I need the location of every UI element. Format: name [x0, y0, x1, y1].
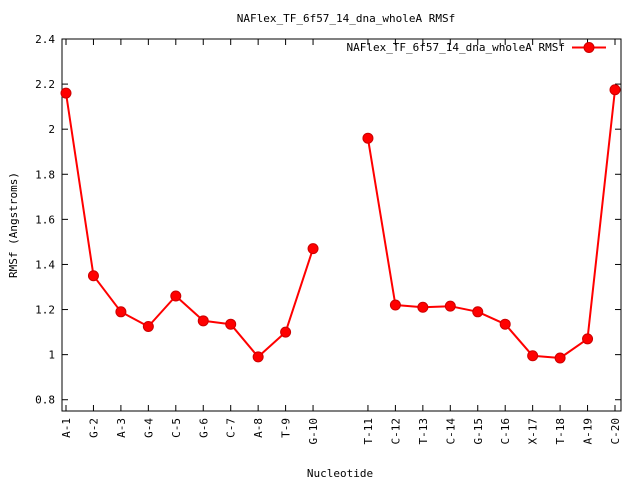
y-tick-label: 1.6 [35, 213, 55, 226]
y-tick-label: 1.8 [35, 168, 55, 181]
data-point [197, 315, 209, 327]
data-point [307, 243, 319, 255]
y-tick-label: 2 [48, 123, 55, 136]
data-point [609, 84, 621, 96]
x-tick-label: T-9 [280, 418, 293, 438]
x-tick-label: T-18 [554, 418, 567, 445]
data-point [499, 318, 511, 330]
x-tick-label: A-3 [115, 418, 128, 438]
series-line [65, 89, 616, 359]
data-point [554, 352, 566, 364]
x-tick-label: C-5 [170, 418, 183, 438]
series-layer [60, 84, 621, 364]
data-point [444, 300, 456, 312]
x-tick-label: T-11 [362, 418, 375, 445]
data-point [389, 299, 401, 311]
x-tick-label: A-8 [252, 418, 265, 438]
x-tick-label: X-17 [527, 418, 540, 445]
data-point [417, 301, 429, 313]
x-tick-label: C-20 [609, 418, 622, 445]
x-tick-label: G-4 [142, 418, 155, 438]
data-point [142, 320, 154, 332]
y-tick-label: 2.2 [35, 78, 55, 91]
legend-entry-label: NAFlex_TF_6f57_14_dna_wholeA RMSf [346, 41, 565, 54]
data-point [582, 333, 594, 345]
x-tick-label: A-19 [582, 418, 595, 445]
data-point [170, 290, 182, 302]
x-tick-label: C-7 [225, 418, 238, 438]
chart-title: NAFlex_TF_6f57_14_dna_wholeA RMSf [237, 12, 456, 25]
y-tick-label: 1.2 [35, 304, 55, 317]
x-tick-label: G-15 [472, 418, 485, 445]
x-tick-label: C-14 [444, 418, 457, 445]
x-tick-label: A-1 [60, 418, 73, 438]
y-tick-label: 1.4 [35, 258, 55, 271]
x-tick-label: C-12 [389, 418, 402, 445]
x-axis: A-1 G-2 A-3 G-4 C-5 G-6 C-7 A-8 T-9 G-10 T-11 C-12 T… [60, 39, 622, 445]
x-axis-label: Nucleotide [307, 467, 373, 480]
data-point [115, 306, 127, 318]
legend-marker [583, 42, 595, 53]
x-tick-label: G-10 [307, 418, 320, 445]
data-point [252, 351, 264, 363]
legend: NAFlex_TF_6f57_14_dna_wholeA RMSf [346, 41, 606, 54]
data-point [60, 87, 72, 99]
data-point [225, 318, 237, 330]
y-tick-label: 1 [48, 349, 55, 362]
y-tick-label: 0.8 [35, 394, 55, 407]
x-tick-label: G-6 [197, 418, 210, 438]
y-axis: 0.8 1 1.2 1.4 1.6 1.8 2 2.2 2.4 [35, 33, 621, 407]
x-tick-label: G-2 [87, 418, 100, 438]
y-tick-label: 2.4 [35, 33, 55, 46]
y-axis-label: RMSf (Angstroms) [7, 172, 20, 278]
data-point [362, 132, 374, 144]
data-point [87, 270, 99, 282]
plot-frame [61, 38, 622, 412]
data-point [280, 326, 292, 338]
data-point [472, 306, 484, 318]
x-tick-label: T-13 [417, 418, 430, 445]
data-point [527, 350, 539, 362]
x-tick-label: C-16 [499, 418, 512, 445]
